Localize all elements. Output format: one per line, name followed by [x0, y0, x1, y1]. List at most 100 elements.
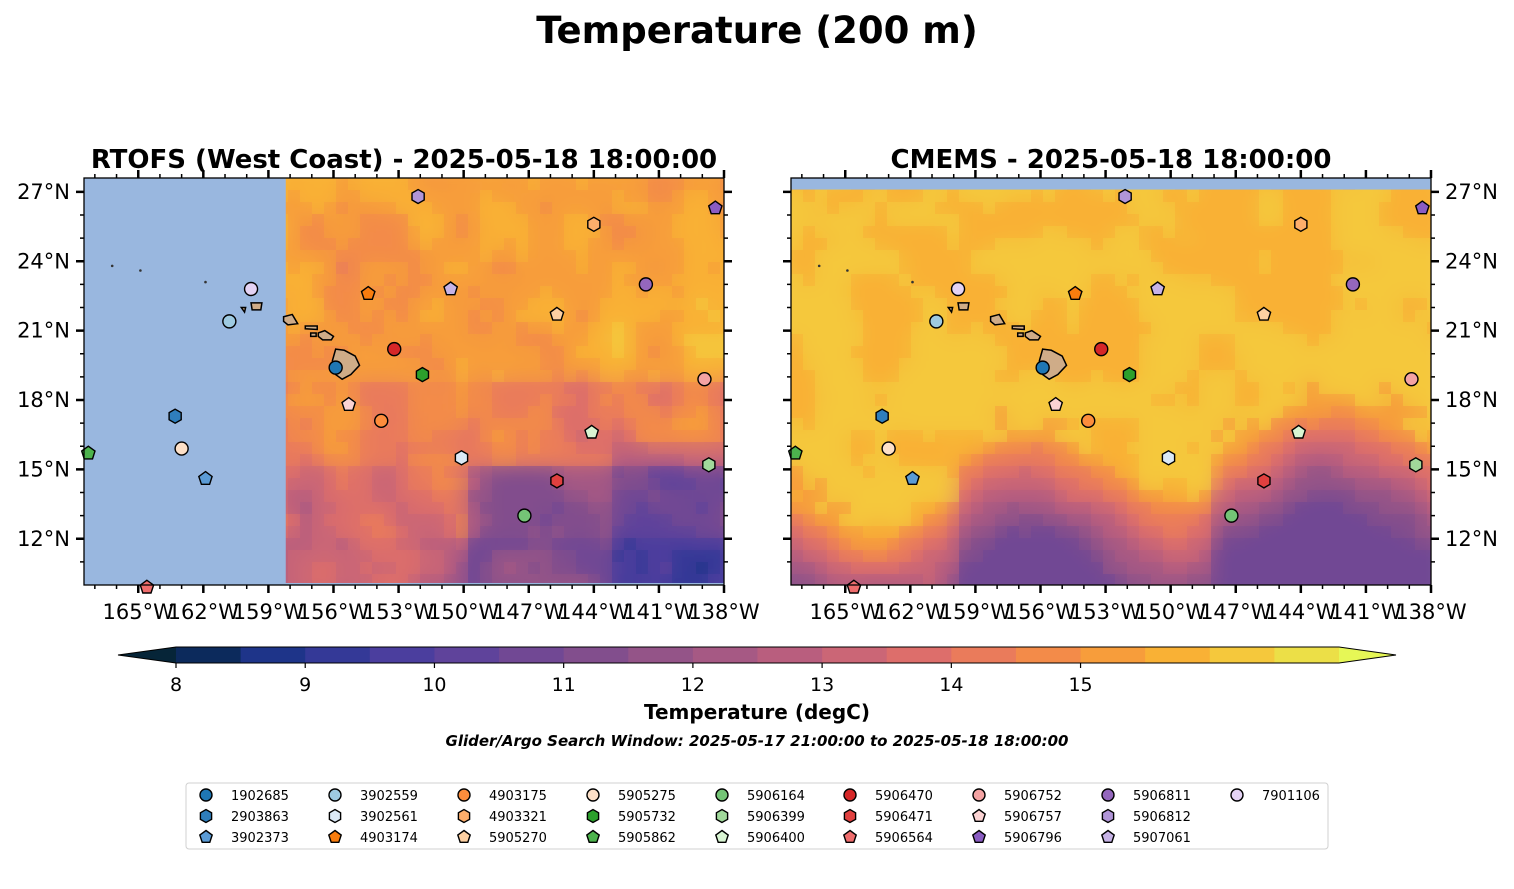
float-marker-3902561 [1161, 449, 1176, 466]
island-shape [1024, 329, 1042, 341]
x-tick-label: 138°W [688, 600, 760, 624]
colorbar: 8 9 10 11 12 13 14 15 [117, 646, 1397, 696]
x-tick-label: 147°W [493, 600, 565, 624]
legend-marker-5905275 [586, 788, 600, 802]
float-marker-5906471 [1257, 473, 1271, 489]
colorbar-label: Temperature (degC) [644, 700, 870, 724]
float-marker-5906752 [697, 371, 712, 387]
colorbar-tick-label: 9 [299, 674, 311, 696]
float-marker-7901106 [950, 281, 966, 297]
panel-rtofs: RTOFS (West Coast) - 2025-05-18 18:00:00… [17, 145, 760, 624]
legend-marker-3902373 [198, 829, 214, 843]
atoll-dot [846, 269, 849, 272]
float-marker-5905270 [1256, 306, 1272, 321]
legend-marker-7901106 [1230, 788, 1244, 802]
y-tick-label: 15°N [17, 457, 70, 481]
y-tick-label: 15°N [1445, 457, 1498, 481]
legend-label-5906470: 5906470 [875, 789, 933, 804]
legend-label-5906757: 5906757 [1004, 810, 1062, 825]
panel-title-rtofs: RTOFS (West Coast) - 2025-05-18 18:00:00 [91, 145, 717, 175]
x-tick-label: 138°W [1395, 600, 1467, 624]
float-marker-2903863 [875, 408, 889, 425]
legend-marker-4903175 [457, 788, 471, 802]
rtofs-temperature-field [84, 178, 724, 585]
legend-marker-5906752 [972, 788, 986, 802]
x-tick-label: 150°W [1135, 600, 1207, 624]
colorbar-segment [1274, 647, 1340, 663]
legend-label-2903863: 2903863 [231, 810, 289, 825]
rtofs-frame [83, 177, 725, 586]
float-marker-1902685 [328, 360, 343, 375]
rtofs-axes: 165°W162°W159°W156°W153°W150°W147°W144°W… [17, 170, 760, 624]
legend-marker-5906470 [843, 788, 857, 802]
float-marker-3902373 [197, 470, 213, 485]
float-marker-3902561 [454, 449, 469, 466]
float-marker-5906400 [1291, 424, 1307, 439]
colorbar-segment [240, 647, 306, 663]
island-shape [250, 302, 263, 311]
y-tick-label: 12°N [17, 527, 70, 551]
legend-label-5906164: 5906164 [747, 789, 805, 804]
y-tick-label: 18°N [1445, 388, 1498, 412]
float-marker-5905732 [415, 366, 430, 383]
legend-label-5905270: 5905270 [489, 831, 547, 846]
atoll-dot [817, 264, 821, 268]
x-tick-label: 156°W [1005, 600, 1077, 624]
colorbar-tick-label: 10 [422, 674, 446, 696]
float-marker-5906470 [1094, 341, 1109, 357]
colorbar-segment [499, 647, 565, 663]
float-marker-5905270 [549, 306, 565, 321]
x-tick-label: 165°W [103, 600, 175, 624]
x-tick-label: 150°W [428, 600, 500, 624]
legend-marker-5905732 [586, 808, 600, 824]
legend-frame [185, 782, 1329, 850]
colorbar-segment [1209, 647, 1275, 663]
colorbar-tick-label: 12 [681, 674, 705, 696]
legend-label-4903174: 4903174 [360, 831, 418, 846]
legend-label-5905275: 5905275 [618, 789, 676, 804]
float-marker-2903863 [168, 408, 182, 425]
legend-marker-5906471 [843, 808, 857, 824]
float-marker-3902559 [929, 314, 944, 329]
legend-marker-4903174 [327, 829, 343, 843]
colorbar-extend-high [1339, 647, 1396, 663]
legend-label-3902559: 3902559 [360, 789, 418, 804]
colorbar-segment [1015, 647, 1082, 663]
colorbar-segment [692, 647, 758, 663]
float-marker-5905275 [881, 441, 896, 456]
x-tick-label: 165°W [810, 600, 882, 624]
float-marker-4903175 [1081, 413, 1096, 429]
float-legend: 1902685 2903863 3902373 3902559 3902561 49031… [185, 782, 1329, 850]
legend-label-5906399: 5906399 [747, 810, 805, 825]
y-tick-label: 21°N [17, 319, 70, 343]
float-marker-5906399 [702, 456, 716, 473]
float-marker-5906564 [139, 579, 155, 594]
island-shape [317, 329, 335, 341]
colorbar-segment [176, 647, 242, 663]
island-shape [989, 313, 1006, 326]
float-marker-4903321 [587, 216, 601, 233]
colorbar-segment [305, 647, 371, 663]
island-shape [282, 313, 299, 326]
legend-label-5907061: 5907061 [1133, 831, 1191, 846]
colorbar-segment [563, 647, 629, 663]
legend-label-5906796: 5906796 [1004, 831, 1062, 846]
legend-marker-5906796 [971, 829, 987, 843]
search-window-text: Glider/Argo Search Window: 2025-05-17 21… [446, 732, 1069, 750]
legend-marker-5907061 [1100, 829, 1116, 843]
atoll-dot [139, 269, 142, 272]
x-tick-label: 156°W [298, 600, 370, 624]
legend-label-5906812: 5906812 [1133, 810, 1191, 825]
atoll-dot [911, 280, 914, 284]
legend-label-5906811: 5906811 [1133, 789, 1191, 804]
legend-marker-5906400 [714, 829, 730, 843]
colorbar-tick-label: 11 [552, 674, 576, 696]
legend-marker-3902559 [328, 788, 342, 802]
colorbar-segment [369, 647, 435, 663]
legend-label-3902373: 3902373 [231, 831, 289, 846]
float-marker-5905862 [787, 445, 803, 460]
rtofs-float-markers [80, 188, 723, 594]
legend-label-5906471: 5906471 [875, 810, 933, 825]
float-marker-5906812 [411, 188, 425, 205]
